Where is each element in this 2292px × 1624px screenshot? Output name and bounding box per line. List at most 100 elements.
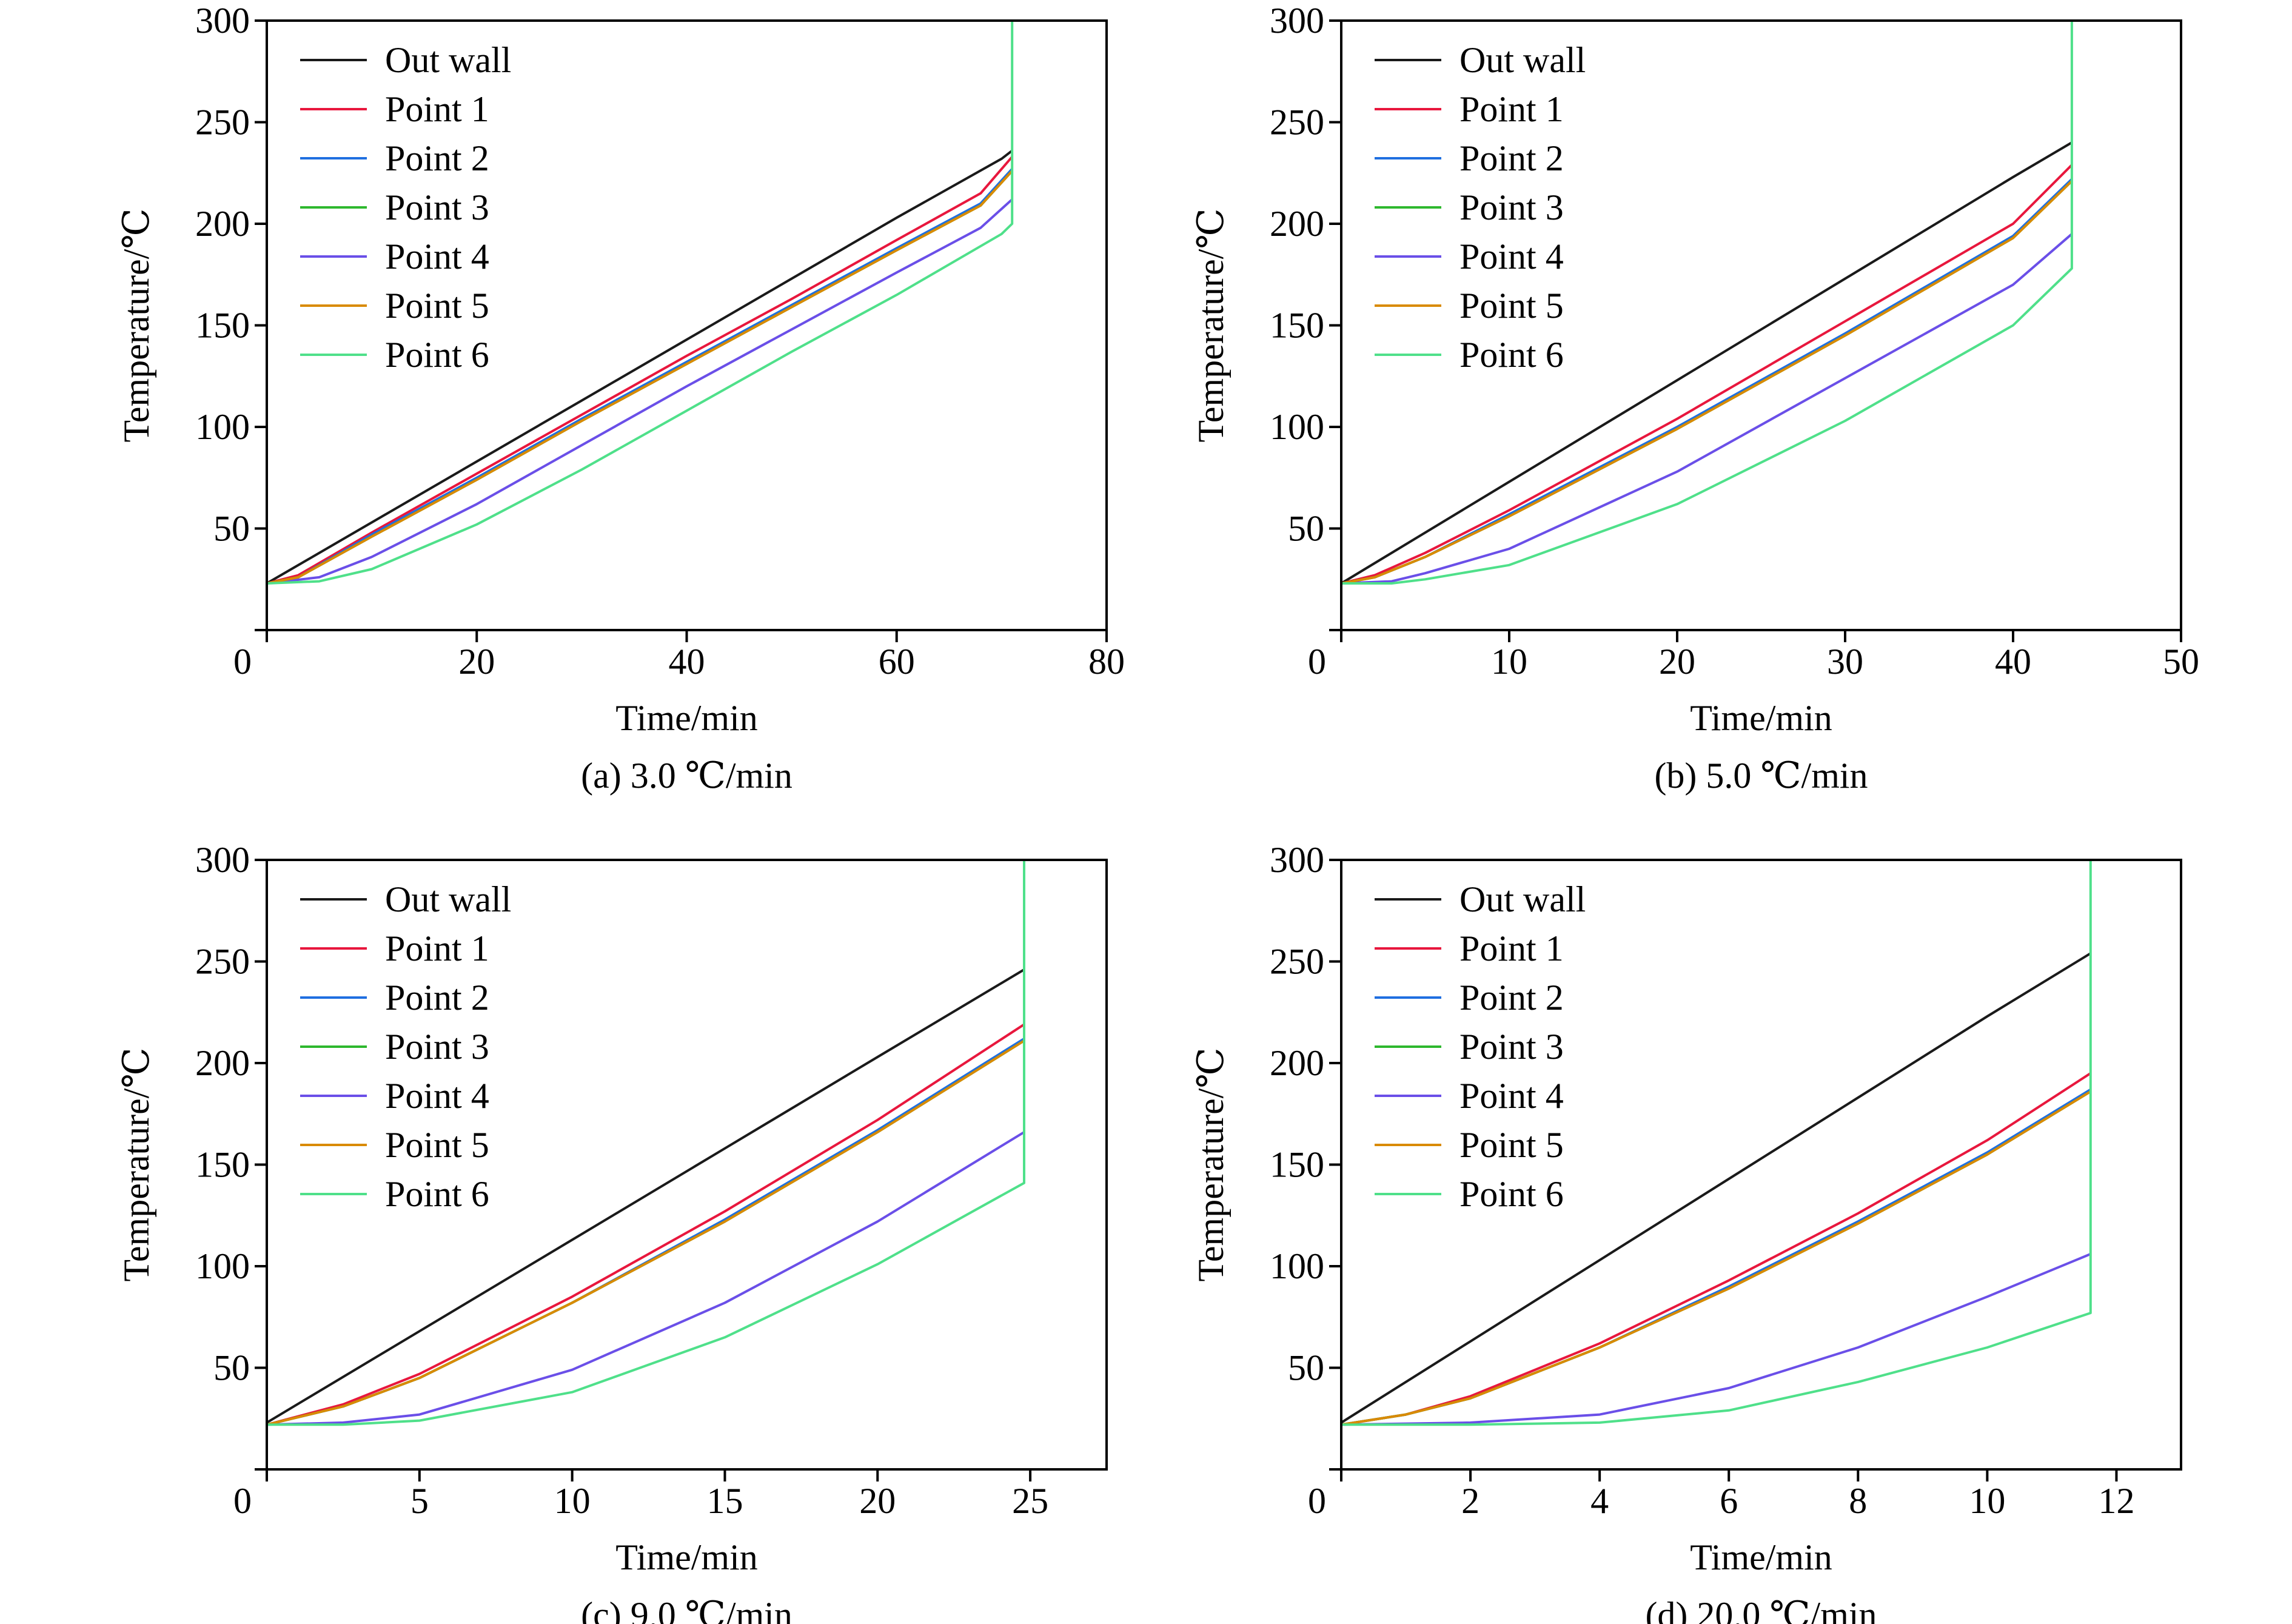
- y-tick-label: 200: [195, 1043, 250, 1083]
- series-group: [267, 21, 1014, 585]
- x-tick-label: 20: [859, 1481, 896, 1521]
- x-tick-label: 20: [1659, 642, 1695, 682]
- y-tick-label: 50: [1288, 509, 1324, 549]
- y-tick-label: 100: [1270, 1246, 1324, 1286]
- y-tick-label: 100: [195, 1246, 250, 1286]
- y-tick-label: 250: [1270, 942, 1324, 982]
- series-line-point-5: [1341, 180, 2073, 585]
- y-tick-label: 300: [195, 1, 250, 41]
- legend-label: Point 3: [385, 187, 489, 227]
- y-tick-label: 150: [195, 306, 250, 346]
- series-line-out-wall: [1341, 952, 2091, 1424]
- y-tick-label: 200: [195, 204, 250, 244]
- x-tick-label: 6: [1720, 1481, 1738, 1521]
- legend-label: Point 4: [385, 1076, 489, 1116]
- legend-label: Out wall: [1459, 879, 1586, 919]
- legend: Out wall Point 1 Point 2 Point 3 Point 4 Poin…: [1375, 40, 1586, 375]
- y-zero-label: 0: [1308, 642, 1326, 682]
- series-line-point-4: [267, 198, 1013, 585]
- y-tick-label: 150: [195, 1145, 250, 1185]
- series-line-out-wall: [267, 968, 1025, 1424]
- x-tick-label: 25: [1012, 1481, 1048, 1521]
- y-tick-label: 300: [1270, 1, 1324, 41]
- y-tick-label: 250: [195, 102, 250, 143]
- y-tick-label: 200: [1270, 1043, 1324, 1083]
- y-axis-label: Temperature/℃: [1191, 1047, 1231, 1281]
- x-tick-label: 10: [1969, 1481, 2005, 1521]
- legend-label: Point 1: [385, 89, 489, 129]
- legend-label: Point 5: [385, 286, 489, 326]
- legend-label: Point 4: [1459, 237, 1564, 277]
- series-line-point-5: [267, 1039, 1025, 1426]
- legend-label: Point 3: [1459, 187, 1564, 227]
- y-tick-label: 150: [1270, 306, 1324, 346]
- series-line-point-3: [1341, 180, 2073, 585]
- series-group: [267, 860, 1025, 1426]
- series-line-point-2: [267, 168, 1013, 585]
- x-tick-label: 4: [1590, 1481, 1609, 1521]
- x-tick-label: 60: [879, 642, 915, 682]
- chart-panel-c: 0 50 100 150 200 250 300 5 10 15 20 25 Time/min Tempe…: [116, 840, 1108, 1624]
- series-line-point-3: [1341, 1090, 2091, 1426]
- series-line-point-4: [267, 1131, 1025, 1426]
- x-tick-label: 8: [1849, 1481, 1867, 1521]
- y-tick-label: 250: [1270, 102, 1324, 143]
- x-tick-label: 20: [458, 642, 495, 682]
- legend: Out wall Point 1 Point 2 Point 3 Point 4 Poin…: [1375, 879, 1586, 1214]
- series-line-point-1: [267, 1023, 1025, 1426]
- series-line-point-2: [1341, 178, 2073, 585]
- series-line-point-4: [1341, 233, 2073, 585]
- legend-label: Point 2: [1459, 138, 1564, 178]
- legend-label: Out wall: [385, 879, 511, 919]
- series-line-point-6: [1341, 21, 2073, 585]
- y-tick-label: 100: [195, 407, 250, 447]
- legend-label: Point 6: [1459, 1174, 1564, 1214]
- y-axis-label: Temperature/℃: [116, 208, 156, 442]
- legend-label: Point 5: [385, 1125, 489, 1165]
- panel-caption: (b) 5.0 ℃/min: [1654, 756, 1868, 796]
- chart-panel-a: 0 50 100 150 200 250 300 20 40 60 80 Time/min Temper…: [116, 1, 1125, 796]
- x-tick-label: 50: [2163, 642, 2199, 682]
- series-line-point-6: [267, 860, 1025, 1426]
- panel-caption: (a) 3.0 ℃/min: [581, 756, 792, 796]
- series-line-point-1: [1341, 164, 2073, 585]
- chart-panel-b: 0 50 100 150 200 250 300 10 20 30 40 50 Time/min Temp…: [1191, 1, 2199, 796]
- x-tick-label: 40: [1995, 642, 2031, 682]
- y-tick-label: 250: [195, 942, 250, 982]
- series-line-point-1: [1341, 1072, 2091, 1426]
- legend-label: Point 4: [1459, 1076, 1564, 1116]
- x-axis-label: Time/min: [1690, 1537, 1832, 1577]
- legend-label: Point 5: [1459, 286, 1564, 326]
- series-line-point-1: [267, 156, 1013, 585]
- legend: Out wall Point 1 Point 2 Point 3 Point 4 Poin…: [300, 879, 511, 1214]
- y-tick-label: 200: [1270, 204, 1324, 244]
- legend-label: Point 3: [385, 1027, 489, 1067]
- y-tick-label: 50: [213, 509, 250, 549]
- legend-label: Point 1: [1459, 928, 1564, 968]
- x-tick-label: 40: [669, 642, 705, 682]
- legend-label: Point 4: [385, 237, 489, 277]
- series-line-point-5: [267, 170, 1013, 585]
- y-tick-label: 50: [1288, 1348, 1324, 1388]
- chart-panel-d: 0 50 100 150 200 250 300 2 4 6 8 10 12 Time/min Temper…: [1191, 840, 2182, 1624]
- y-zero-label: 0: [1308, 1481, 1326, 1521]
- legend-label: Point 5: [1459, 1125, 1564, 1165]
- y-axis-label: Temperature/℃: [116, 1047, 156, 1281]
- legend-label: Point 1: [1459, 89, 1564, 129]
- series-line-out-wall: [267, 149, 1013, 585]
- series-line-point-5: [1341, 1090, 2091, 1426]
- legend-label: Out wall: [1459, 40, 1586, 80]
- series-line-point-3: [267, 170, 1013, 585]
- y-tick-label: 300: [195, 840, 250, 880]
- series-line-point-2: [1341, 1088, 2091, 1426]
- y-tick-label: 150: [1270, 1145, 1324, 1185]
- series-line-out-wall: [1341, 141, 2073, 585]
- legend-label: Point 6: [385, 1174, 489, 1214]
- y-axis-label: Temperature/℃: [1191, 208, 1231, 442]
- x-axis-label: Time/min: [1690, 698, 1832, 738]
- x-tick-label: 15: [706, 1481, 743, 1521]
- x-tick-label: 2: [1461, 1481, 1479, 1521]
- x-tick-label: 10: [554, 1481, 591, 1521]
- legend-label: Point 6: [385, 335, 489, 375]
